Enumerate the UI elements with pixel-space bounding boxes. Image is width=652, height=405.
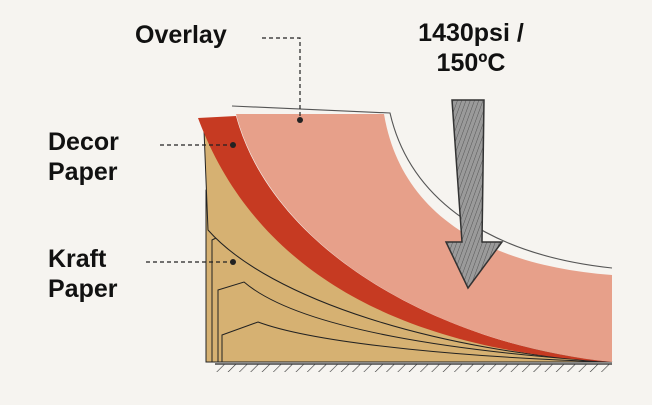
base-surface: [215, 363, 612, 372]
kraft-sheet-4: [221, 321, 613, 363]
pressure-temperature-label: 1430psi / 150ºC: [396, 18, 546, 78]
kraft-paper-label: Kraft Paper: [48, 244, 117, 304]
overlay-leader-dot: [297, 117, 303, 123]
leader-lines: [146, 37, 301, 263]
kraft-leader-dot: [230, 259, 236, 265]
decor-paper-label: Decor Paper: [48, 127, 119, 187]
decor-paper-layer: [198, 114, 612, 362]
decor-leader-dot: [230, 142, 236, 148]
overlay-label: Overlay: [135, 21, 227, 49]
temperature-line: 150ºC: [436, 49, 506, 77]
overlay-sheet: [231, 105, 613, 269]
down-arrow-icon: [444, 99, 504, 290]
decor-line-2: Paper: [48, 158, 118, 186]
kraft-line-1: Kraft: [48, 245, 107, 273]
decor-line-1: Decor: [48, 128, 119, 156]
pressure-line: 1430psi /: [418, 19, 524, 47]
kraft-line-2: Paper: [48, 275, 118, 303]
overlay-leader: [262, 37, 301, 118]
